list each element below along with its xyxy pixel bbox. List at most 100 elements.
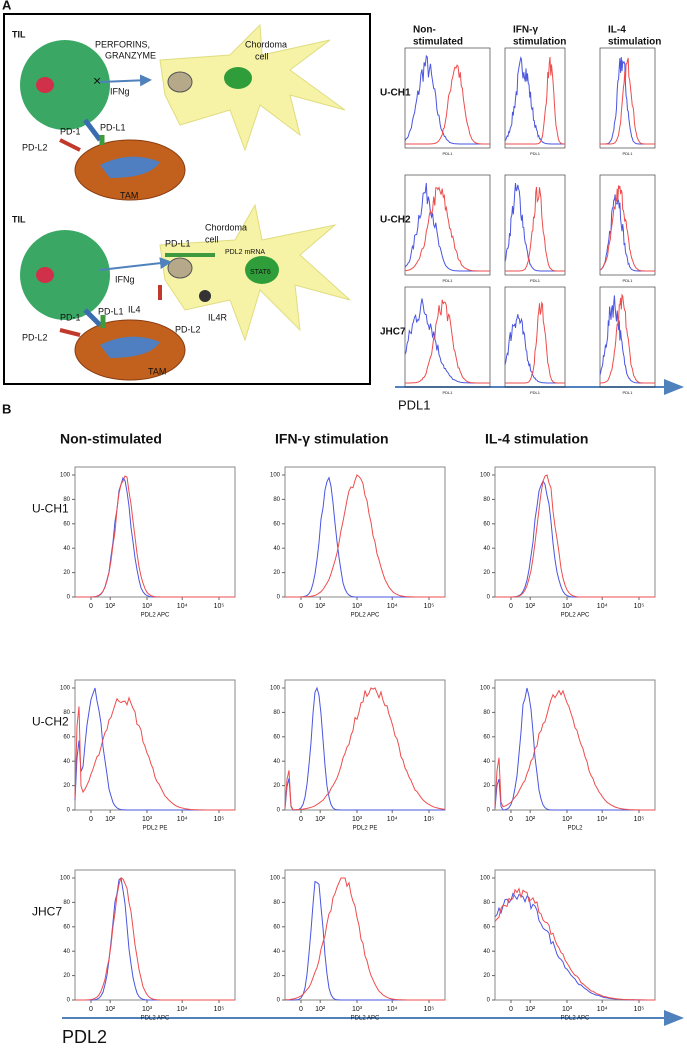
x-tick-label: 10² — [105, 603, 116, 610]
histogram-curve — [505, 186, 565, 272]
histogram-curve — [599, 185, 655, 272]
diagram-label: PDL2 mRNA — [225, 249, 265, 256]
plot-frame — [404, 286, 491, 388]
histogram-curve — [74, 687, 235, 811]
x-axis-label: PDL2 PE — [143, 826, 168, 832]
x-tick-label: 10⁴ — [177, 603, 188, 610]
y-tick-label: 40 — [273, 759, 280, 765]
y-tick-label: 100 — [270, 473, 281, 479]
diagram-label: PD-L1 — [165, 238, 191, 248]
diagram-label: TIL — [12, 29, 26, 39]
diagram-label: IFNg — [115, 274, 135, 284]
plot-frame — [504, 286, 566, 388]
y-tick-label: 80 — [483, 900, 490, 906]
histogram-curve — [285, 474, 445, 598]
y-tick-label: 20 — [273, 783, 280, 789]
histogram-curve — [504, 56, 565, 145]
x-tick-label: 10² — [105, 1006, 116, 1013]
y-tick-label: 0 — [67, 998, 71, 1004]
y-tick-label: 60 — [273, 924, 280, 930]
plot-frame — [504, 47, 566, 149]
x-tick-label: 10⁴ — [597, 1006, 608, 1013]
plot-frame — [494, 466, 656, 598]
diagram-label: Chordoma — [205, 222, 247, 232]
diagram-bottom: TIL IFNg PD-L1 Chordoma cell PDL2 mRNA S… — [12, 203, 351, 381]
y-tick-label: 60 — [483, 521, 490, 527]
y-tick-label: 40 — [63, 949, 70, 955]
histogram-curve — [494, 892, 655, 1001]
column-header: stimulated — [413, 37, 463, 48]
histogram-curve — [600, 293, 655, 384]
diagram-label: STAT6 — [250, 269, 271, 276]
histogram-curve — [405, 299, 490, 384]
diagram-label: PD-L1 — [98, 306, 124, 316]
x-axis-label: PDL1 — [622, 278, 633, 283]
x-tick-label: 10⁵ — [634, 603, 645, 610]
diagram-label: PD-1 — [60, 126, 81, 136]
y-tick-label: 60 — [273, 734, 280, 740]
x-axis-label: PDL1 — [442, 390, 453, 395]
y-tick-label: 40 — [483, 759, 490, 765]
histogram-curve — [599, 295, 655, 384]
x-tick-label: 10⁴ — [387, 603, 398, 610]
column-header: IFN-γ — [513, 25, 538, 36]
histogram-curve — [600, 57, 655, 145]
plot-frame — [74, 466, 236, 598]
x-tick-label: 10² — [525, 603, 536, 610]
y-tick-label: 100 — [480, 876, 491, 882]
x-tick-label: 10² — [315, 1006, 326, 1013]
row-label: U-CH1 — [32, 502, 69, 516]
x-tick-label: 0 — [89, 1006, 93, 1013]
plot-frame — [74, 869, 236, 1001]
x-axis-label: PDL2 APC — [561, 613, 590, 619]
plot-frame — [284, 869, 446, 1001]
histogram-curve — [75, 877, 235, 1001]
x-axis-label: PDL1 — [530, 278, 541, 283]
y-tick-label: 60 — [63, 734, 70, 740]
y-tick-label: 20 — [273, 570, 280, 576]
y-tick-label: 20 — [483, 570, 490, 576]
x-axis-label: PDL2 — [567, 826, 583, 832]
y-tick-label: 40 — [273, 546, 280, 552]
histogram-curve — [404, 298, 490, 384]
y-tick-label: 100 — [270, 876, 281, 882]
diagram-label: cell — [205, 234, 219, 244]
histogram-curve — [504, 182, 565, 272]
row-label: JHC7 — [32, 905, 62, 919]
y-tick-label: 0 — [487, 595, 491, 601]
histogram-curve — [404, 186, 490, 272]
y-tick-label: 40 — [483, 546, 490, 552]
x-tick-label: 0 — [299, 816, 303, 823]
y-tick-label: 0 — [277, 595, 281, 601]
x-tick-label: 10⁵ — [214, 816, 225, 823]
plot-frame — [284, 679, 446, 811]
y-tick-label: 80 — [483, 710, 490, 716]
x-tick-label: 10³ — [352, 603, 363, 610]
y-tick-label: 100 — [270, 686, 281, 692]
y-tick-label: 100 — [60, 686, 71, 692]
y-tick-label: 100 — [480, 686, 491, 692]
x-tick-label: 10⁵ — [424, 816, 435, 823]
histogram-curve — [494, 887, 655, 1001]
x-tick-label: 10³ — [352, 1006, 363, 1013]
x-tick-label: 10⁴ — [177, 816, 188, 823]
x-tick-label: 10² — [315, 603, 326, 610]
plot-frame — [494, 869, 656, 1001]
x-axis-label: PDL2 APC — [141, 1016, 170, 1022]
histogram-curve — [74, 696, 235, 811]
diagram-label: IL4 — [128, 304, 141, 314]
y-tick-label: 20 — [63, 973, 70, 979]
x-axis-label: PDL1 — [530, 390, 541, 395]
plot-frame — [504, 174, 566, 276]
diagram-label: PD-L2 — [22, 332, 48, 342]
histogram-curve — [505, 301, 565, 384]
x-tick-label: 10² — [315, 816, 326, 823]
diagram-label: PD-L1 — [100, 122, 126, 132]
x-tick-label: 10³ — [142, 603, 153, 610]
plot-frame — [599, 286, 656, 388]
axis-label: PDL2 — [62, 1027, 107, 1047]
y-tick-label: 20 — [63, 570, 70, 576]
y-tick-label: 80 — [273, 900, 280, 906]
diagram-label: PERFORINS, — [95, 39, 150, 49]
